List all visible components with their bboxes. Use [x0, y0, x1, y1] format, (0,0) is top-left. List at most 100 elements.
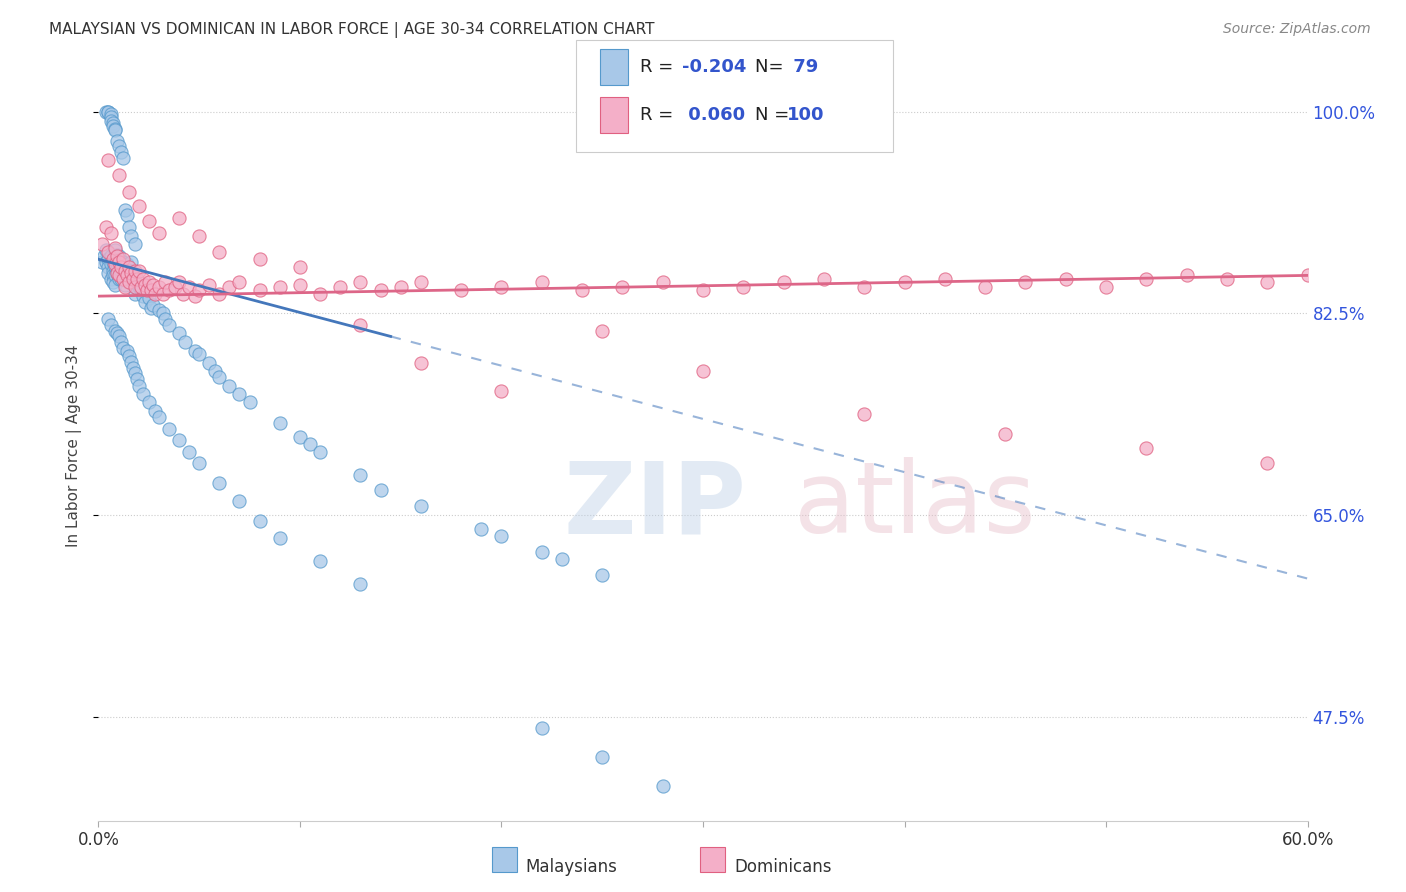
- Point: [111, 252, 134, 267]
- Point: [118, 264, 141, 278]
- Point: [96, 219, 118, 234]
- Point: [208, 286, 231, 301]
- Point: [114, 202, 136, 217]
- Point: [96, 104, 118, 119]
- Text: Source: ZipAtlas.com: Source: ZipAtlas.com: [1223, 22, 1371, 37]
- Point: [115, 268, 138, 283]
- Point: [188, 284, 211, 298]
- Point: [97, 245, 120, 260]
- Point: [692, 284, 714, 298]
- Point: [118, 272, 141, 286]
- Point: [1054, 272, 1077, 286]
- Point: [733, 280, 755, 294]
- Point: [103, 123, 125, 137]
- Point: [107, 268, 129, 283]
- Point: [110, 264, 132, 278]
- Point: [163, 280, 186, 294]
- Point: [129, 280, 152, 294]
- Point: [103, 122, 125, 136]
- Text: atlas: atlas: [793, 458, 1035, 555]
- Point: [249, 514, 271, 528]
- Point: [974, 280, 997, 294]
- Point: [198, 277, 221, 292]
- Point: [103, 257, 125, 271]
- Point: [124, 264, 146, 278]
- Point: [114, 277, 136, 292]
- Point: [1216, 272, 1239, 286]
- Point: [107, 329, 129, 343]
- Point: [107, 272, 129, 286]
- Point: [105, 134, 128, 148]
- Point: [157, 284, 180, 298]
- Point: [491, 384, 513, 398]
- Point: [179, 444, 201, 458]
- Point: [239, 395, 262, 409]
- Point: [121, 360, 143, 375]
- Point: [1175, 268, 1198, 283]
- Point: [142, 277, 165, 292]
- Point: [142, 298, 165, 312]
- Point: [111, 254, 134, 268]
- Point: [288, 260, 311, 275]
- Point: [97, 104, 120, 119]
- Point: [115, 344, 138, 359]
- Text: ZIP: ZIP: [564, 458, 747, 555]
- Point: [651, 779, 673, 793]
- Point: [114, 264, 136, 278]
- Point: [124, 277, 146, 292]
- Point: [1135, 442, 1157, 456]
- Point: [124, 280, 146, 294]
- Point: [103, 277, 125, 292]
- Text: MALAYSIAN VS DOMINICAN IN LABOR FORCE | AGE 30-34 CORRELATION CHART: MALAYSIAN VS DOMINICAN IN LABOR FORCE | …: [49, 22, 655, 38]
- Point: [103, 243, 125, 257]
- Point: [1296, 268, 1319, 283]
- Point: [125, 372, 148, 386]
- Point: [772, 275, 794, 289]
- Point: [103, 324, 125, 338]
- Point: [571, 284, 593, 298]
- Point: [132, 387, 155, 401]
- Point: [100, 107, 122, 121]
- Point: [103, 241, 125, 255]
- Point: [101, 119, 124, 133]
- Point: [124, 237, 146, 252]
- Point: [188, 229, 211, 244]
- Point: [349, 318, 371, 332]
- Point: [228, 494, 250, 508]
- Point: [208, 369, 231, 384]
- Text: 100: 100: [787, 106, 825, 124]
- Point: [91, 254, 114, 268]
- Point: [269, 416, 291, 430]
- Point: [107, 254, 129, 268]
- Point: [120, 266, 142, 280]
- Point: [124, 367, 146, 381]
- Point: [530, 722, 553, 736]
- Text: N=: N=: [755, 58, 789, 76]
- Point: [329, 280, 352, 294]
- Point: [101, 268, 124, 283]
- Point: [470, 522, 492, 536]
- Point: [124, 286, 146, 301]
- Point: [97, 312, 120, 326]
- Point: [167, 211, 190, 225]
- Point: [134, 277, 156, 292]
- Point: [128, 280, 150, 294]
- Point: [97, 266, 120, 280]
- Point: [152, 286, 174, 301]
- Point: [152, 306, 174, 320]
- Point: [148, 226, 170, 240]
- Point: [132, 289, 155, 303]
- Point: [100, 318, 122, 332]
- Point: [105, 266, 128, 280]
- Point: [118, 186, 141, 200]
- Point: [309, 286, 332, 301]
- Point: [813, 272, 835, 286]
- Point: [96, 254, 118, 268]
- Point: [198, 356, 221, 370]
- Point: [91, 237, 114, 252]
- Point: [148, 303, 170, 318]
- Point: [135, 284, 157, 298]
- Point: [101, 254, 124, 268]
- Point: [134, 294, 156, 309]
- Point: [409, 275, 432, 289]
